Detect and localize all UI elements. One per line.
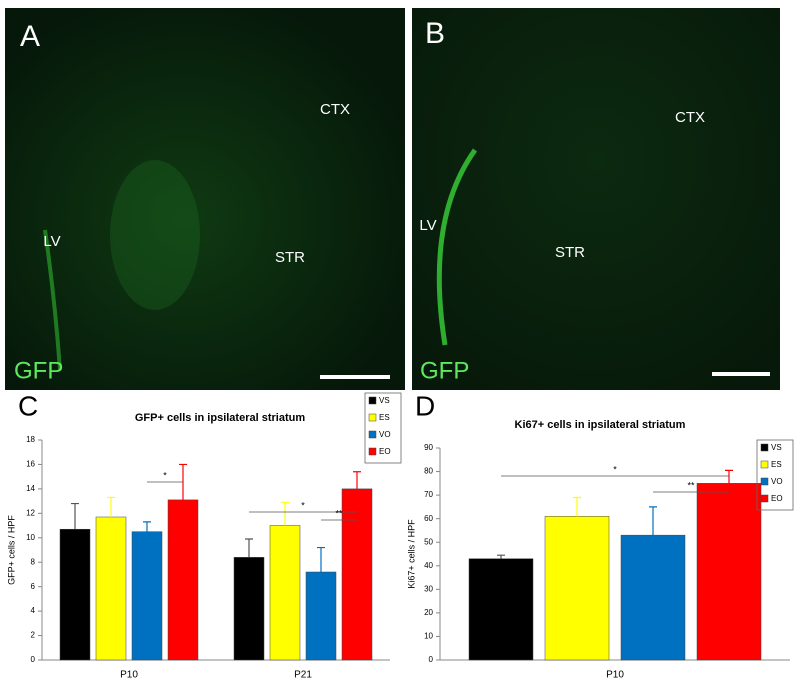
error-bar xyxy=(649,506,657,536)
error-bar xyxy=(107,496,115,517)
bar xyxy=(233,557,265,661)
panel-label: A xyxy=(20,20,40,53)
error-bar xyxy=(143,521,151,532)
x-tick-label: P10 xyxy=(120,670,138,681)
y-tick-label: 12 xyxy=(26,508,35,517)
legend-label: ES xyxy=(771,460,782,469)
bar xyxy=(696,483,762,661)
legend-label: EO xyxy=(379,447,391,456)
legend-label: EO xyxy=(771,494,783,503)
error-bar xyxy=(281,501,289,526)
bar xyxy=(620,534,686,661)
significance-label: * xyxy=(301,500,305,510)
error-bar xyxy=(245,538,253,558)
y-tick-label: 4 xyxy=(31,606,36,615)
region-label: LV xyxy=(43,233,60,250)
legend-swatch xyxy=(760,477,769,486)
y-tick-label: 20 xyxy=(424,608,433,617)
stain-label: GFP xyxy=(14,357,63,384)
bar xyxy=(341,488,373,661)
bar xyxy=(544,516,610,661)
legend-label: VS xyxy=(379,396,390,405)
region-label: CTX xyxy=(675,109,705,126)
x-tick-label: P21 xyxy=(294,670,312,681)
panel-label: B xyxy=(425,17,445,50)
legend-label: VO xyxy=(379,430,391,439)
legend-label: ES xyxy=(379,413,390,422)
gfp-cluster xyxy=(110,160,200,310)
bar xyxy=(167,499,199,661)
legend-swatch xyxy=(760,443,769,452)
y-tick-label: 40 xyxy=(424,561,433,570)
legend-label: VS xyxy=(771,443,782,452)
region-label: CTX xyxy=(320,101,350,118)
y-axis-label: GFP+ cells / HPF xyxy=(6,515,16,585)
legend-swatch xyxy=(368,413,377,422)
y-tick-label: 0 xyxy=(429,655,434,664)
bar xyxy=(131,531,163,661)
y-tick-label: 6 xyxy=(31,582,36,591)
y-tick-label: 18 xyxy=(26,435,35,444)
legend-box xyxy=(756,439,794,511)
error-bar xyxy=(573,496,581,517)
legend-swatch xyxy=(368,396,377,405)
error-bar xyxy=(317,546,325,572)
error-bar xyxy=(497,554,505,559)
y-tick-label: 0 xyxy=(31,655,36,664)
x-tick-label: P10 xyxy=(606,670,624,681)
significance-label: * xyxy=(163,470,167,480)
error-bar xyxy=(71,502,79,530)
error-bar xyxy=(725,469,733,484)
micrograph-a xyxy=(5,8,405,390)
bar xyxy=(59,528,91,661)
region-label: STR xyxy=(555,244,585,261)
y-tick-label: 60 xyxy=(424,514,433,523)
error-bar xyxy=(353,471,361,489)
y-tick-label: 50 xyxy=(424,537,433,546)
bar xyxy=(269,525,301,661)
lv-signal xyxy=(436,148,478,346)
chart-title: Ki67+ cells in ipsilateral striatum xyxy=(515,419,686,431)
y-tick-label: 16 xyxy=(26,460,35,469)
panel-label: C xyxy=(18,390,38,421)
region-label: STR xyxy=(275,249,305,266)
legend-swatch xyxy=(368,430,377,439)
bar xyxy=(95,516,127,661)
y-axis-label: Ki67+ cells / HPF xyxy=(406,519,416,589)
y-tick-label: 10 xyxy=(424,632,433,641)
y-tick-label: 90 xyxy=(424,443,433,452)
significance-label: * xyxy=(613,464,617,474)
region-label: LV xyxy=(419,217,436,234)
legend-box xyxy=(364,392,402,464)
y-tick-label: 14 xyxy=(26,484,35,493)
micrograph-b xyxy=(412,8,780,390)
y-tick-label: 8 xyxy=(31,557,36,566)
legend-swatch xyxy=(760,494,769,503)
y-tick-label: 80 xyxy=(424,467,433,476)
y-tick-label: 10 xyxy=(26,533,35,542)
bar xyxy=(468,558,534,661)
panel-label: D xyxy=(415,390,435,421)
y-tick-label: 70 xyxy=(424,490,433,499)
bar xyxy=(305,571,337,661)
legend-label: VO xyxy=(771,477,783,486)
legend-swatch xyxy=(368,447,377,456)
significance-label: ** xyxy=(687,480,695,490)
significance-label: ** xyxy=(335,508,343,518)
chart-title: GFP+ cells in ipsilateral striatum xyxy=(135,412,305,424)
legend-swatch xyxy=(760,460,769,469)
lv-signal xyxy=(43,229,62,371)
y-tick-label: 2 xyxy=(31,631,36,640)
content: A CTX STR LV GFP B CTX STR LV GFP C GFP+ cells in i… xyxy=(6,17,794,681)
stain-label: GFP xyxy=(420,357,469,384)
y-tick-label: 30 xyxy=(424,584,433,593)
